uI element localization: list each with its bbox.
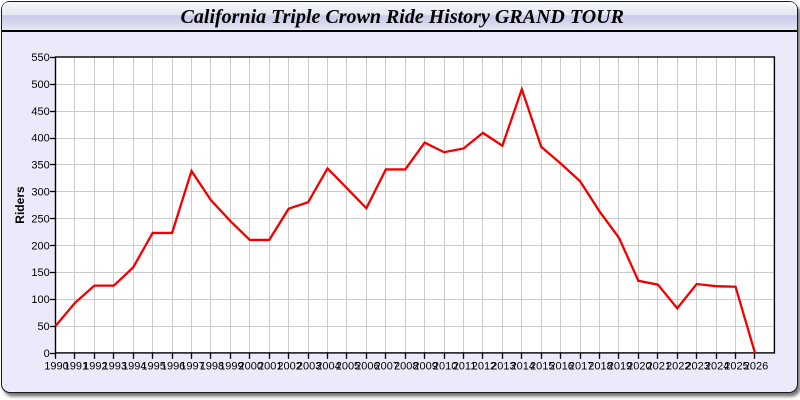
svg-text:2011: 2011 — [453, 361, 477, 373]
svg-text:2010: 2010 — [433, 361, 457, 373]
svg-text:150: 150 — [31, 267, 49, 279]
svg-text:1994: 1994 — [122, 361, 146, 373]
svg-text:300: 300 — [31, 187, 49, 199]
svg-text:2012: 2012 — [472, 361, 496, 373]
svg-text:2025: 2025 — [724, 361, 748, 373]
svg-text:2002: 2002 — [277, 361, 301, 373]
svg-text:50: 50 — [37, 321, 49, 333]
svg-text:550: 550 — [31, 52, 49, 64]
svg-text:1990: 1990 — [44, 361, 68, 373]
svg-text:2003: 2003 — [297, 361, 321, 373]
svg-text:1998: 1998 — [200, 361, 224, 373]
svg-text:2017: 2017 — [569, 361, 593, 373]
svg-text:2009: 2009 — [413, 361, 437, 373]
svg-text:100: 100 — [31, 294, 49, 306]
svg-text:1993: 1993 — [103, 361, 127, 373]
svg-text:2022: 2022 — [666, 361, 690, 373]
svg-text:2024: 2024 — [705, 361, 729, 373]
svg-text:2008: 2008 — [394, 361, 418, 373]
svg-text:1995: 1995 — [141, 361, 165, 373]
svg-text:1991: 1991 — [64, 361, 88, 373]
svg-text:450: 450 — [31, 106, 49, 118]
svg-text:2014: 2014 — [511, 361, 535, 373]
svg-text:2015: 2015 — [530, 361, 554, 373]
svg-text:400: 400 — [31, 133, 49, 145]
svg-text:1992: 1992 — [83, 361, 107, 373]
svg-text:2001: 2001 — [258, 361, 282, 373]
svg-text:1997: 1997 — [180, 361, 204, 373]
svg-text:0: 0 — [44, 348, 50, 360]
svg-text:2026: 2026 — [744, 361, 768, 373]
svg-text:2000: 2000 — [239, 361, 263, 373]
svg-text:2018: 2018 — [588, 361, 612, 373]
svg-text:2013: 2013 — [491, 361, 515, 373]
svg-text:350: 350 — [31, 160, 49, 172]
svg-text:2020: 2020 — [627, 361, 651, 373]
svg-text:1996: 1996 — [161, 361, 185, 373]
svg-text:500: 500 — [31, 79, 49, 91]
svg-text:250: 250 — [31, 213, 49, 225]
svg-text:2004: 2004 — [316, 361, 340, 373]
svg-text:2019: 2019 — [608, 361, 632, 373]
svg-text:2016: 2016 — [549, 361, 573, 373]
svg-text:2021: 2021 — [647, 361, 671, 373]
svg-text:Riders: Riders — [13, 186, 27, 224]
svg-text:1999: 1999 — [219, 361, 243, 373]
svg-text:2005: 2005 — [336, 361, 360, 373]
svg-text:2006: 2006 — [355, 361, 379, 373]
svg-text:2007: 2007 — [375, 361, 399, 373]
svg-text:200: 200 — [31, 240, 49, 252]
svg-text:2023: 2023 — [685, 361, 709, 373]
